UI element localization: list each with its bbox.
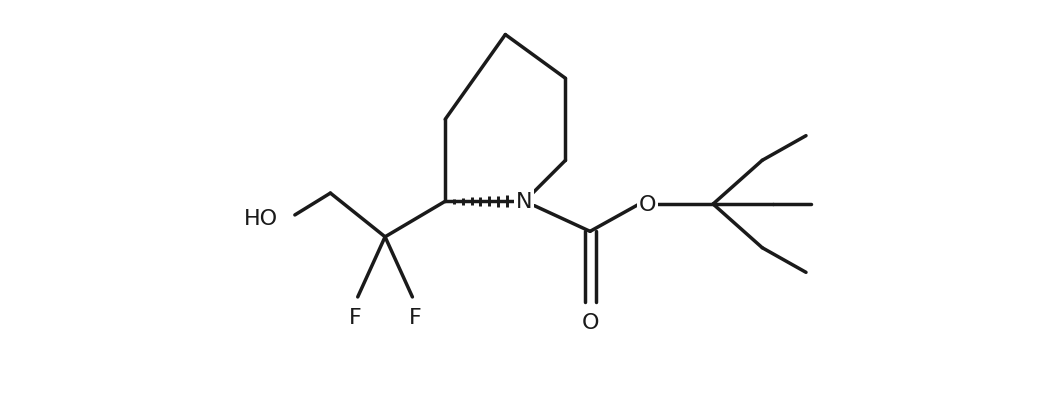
Text: N: N xyxy=(516,192,532,212)
Text: F: F xyxy=(409,307,421,327)
Text: HO: HO xyxy=(244,208,278,228)
Text: F: F xyxy=(349,307,361,327)
Text: O: O xyxy=(638,195,656,214)
Text: O: O xyxy=(581,312,599,333)
